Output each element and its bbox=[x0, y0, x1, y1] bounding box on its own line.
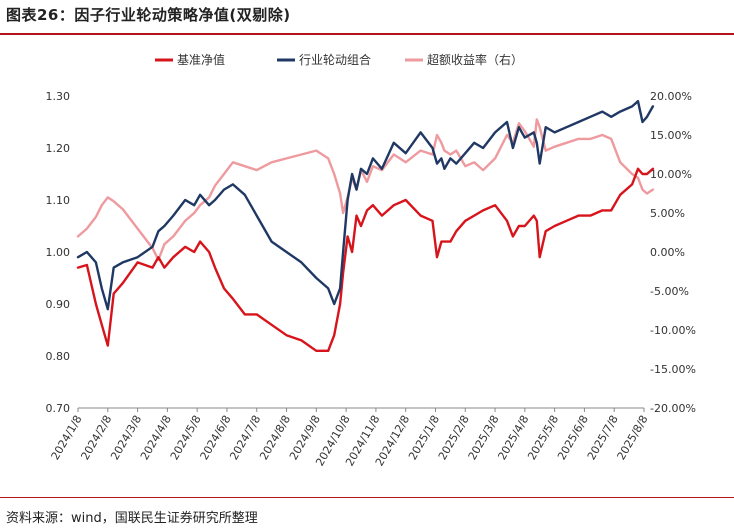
y-left-tick-label: 1.10 bbox=[46, 194, 71, 207]
y-right-tick-label: -20.00% bbox=[650, 402, 696, 415]
y-right-tick-label: -5.00% bbox=[650, 285, 689, 298]
legend-label: 超额收益率（右） bbox=[427, 52, 523, 67]
series-line-excess-return bbox=[76, 118, 655, 261]
source-rule bbox=[0, 497, 734, 498]
y-left-tick-label: 1.20 bbox=[46, 142, 71, 155]
y-right-tick-label: 10.00% bbox=[650, 168, 692, 181]
y-right-tick-label: 15.00% bbox=[650, 129, 692, 142]
y-left-tick-label: 1.30 bbox=[46, 90, 71, 103]
chart-legend: 基准净值 行业轮动组合 超额收益率（右） bbox=[155, 52, 523, 67]
series-line-benchmark bbox=[76, 167, 655, 352]
y-left-tick-label: 0.80 bbox=[46, 350, 71, 363]
chart-title: 图表26：因子行业轮动策略净值(双剔除) bbox=[6, 6, 291, 24]
y-right-tick-label: 20.00% bbox=[650, 90, 692, 103]
y-right-tick-label: 5.00% bbox=[650, 207, 685, 220]
y-left-tick-label: 1.00 bbox=[46, 246, 71, 259]
y-right-tick-label: -15.00% bbox=[650, 363, 696, 376]
y-left-tick-label: 0.90 bbox=[46, 298, 71, 311]
y-right-tick-label: -10.00% bbox=[650, 324, 696, 337]
title-rule bbox=[0, 33, 734, 35]
y-left-tick-label: 0.70 bbox=[46, 402, 71, 415]
y-right-tick-label: 0.00% bbox=[650, 246, 685, 259]
source-note: 资料来源：wind，国联民生证券研究所整理 bbox=[6, 511, 258, 526]
chart-series bbox=[76, 100, 655, 352]
series-line-portfolio bbox=[76, 100, 655, 311]
line-chart: 基准净值 行业轮动组合 超额收益率（右） 0.70 0.80 0.90 1.00 1.10 1… bbox=[46, 52, 696, 468]
legend-label: 基准净值 bbox=[177, 52, 225, 67]
legend-label: 行业轮动组合 bbox=[299, 52, 371, 67]
chart-axes: 0.70 0.80 0.90 1.00 1.10 1.20 1.30 -20.00% -15.0… bbox=[46, 90, 696, 468]
